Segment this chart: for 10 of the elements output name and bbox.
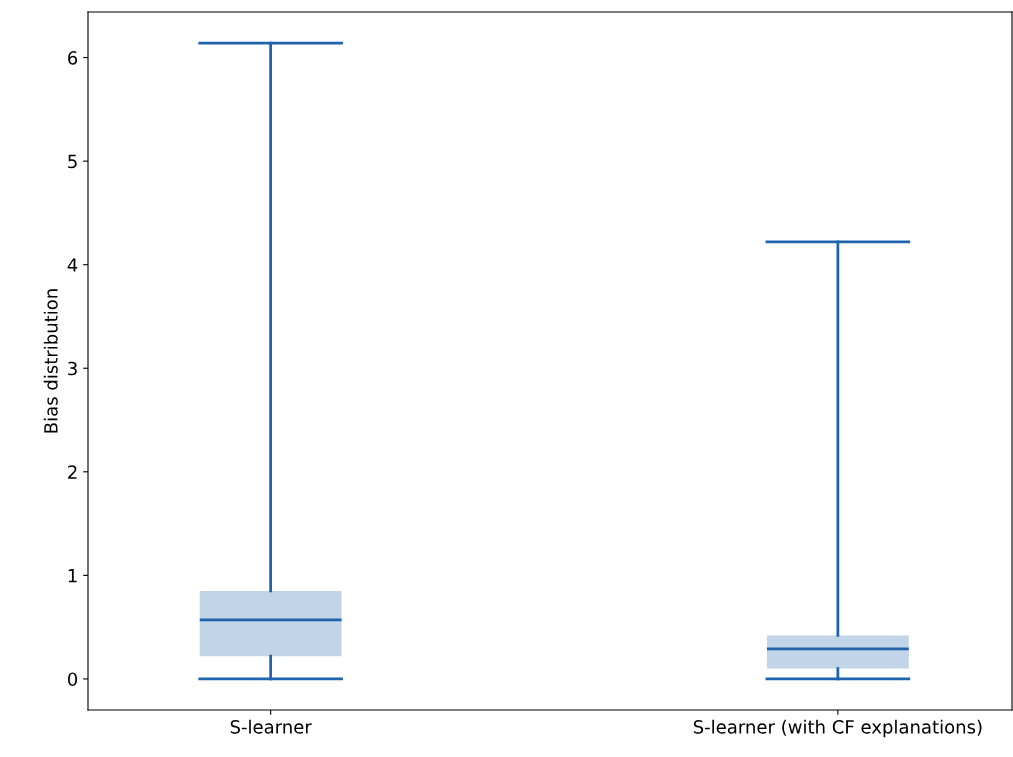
y-axis-title: Bias distribution bbox=[43, 289, 58, 433]
y-tick-label: 1 bbox=[68, 569, 77, 583]
y-tick-label: 4 bbox=[67, 258, 78, 272]
y-tick-label: 0 bbox=[67, 672, 78, 687]
x-tick-label: S-learner bbox=[230, 719, 312, 734]
y-tick-label: 2 bbox=[68, 465, 77, 479]
y-tick-label: 6 bbox=[68, 51, 78, 65]
y-tick-label: 3 bbox=[68, 361, 77, 376]
y-tick-label: 5 bbox=[68, 154, 77, 169]
x-tick-label: S-learner (with CF explanations) bbox=[693, 719, 982, 738]
